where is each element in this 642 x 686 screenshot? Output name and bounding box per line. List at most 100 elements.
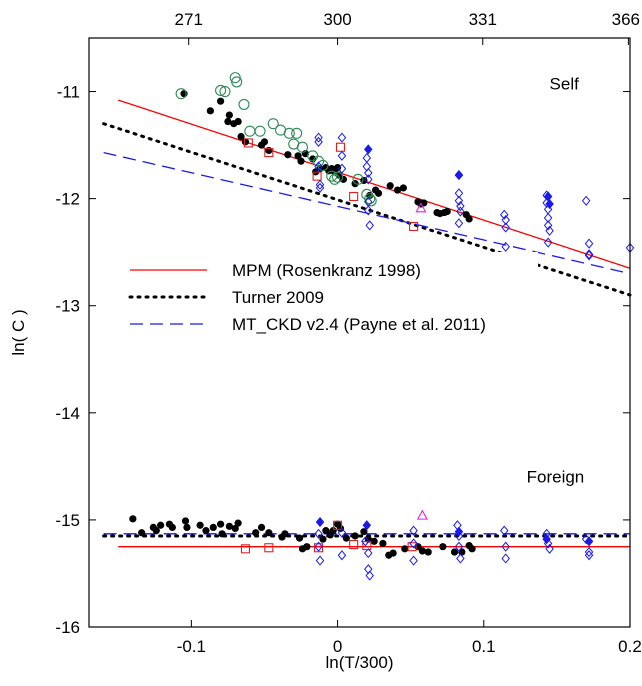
data-point-filled-circle-88 xyxy=(458,548,466,556)
data-point-open-diamond-14 xyxy=(364,205,373,216)
data-point-filled-circle-11 xyxy=(265,146,273,155)
data-point-filled-diamond-7 xyxy=(542,534,551,545)
data-point-open-square-11 xyxy=(362,541,372,551)
data-point-open-diamond-53 xyxy=(456,553,465,564)
data-point-open-diamond-47 xyxy=(409,525,418,536)
data-point-open-circle-10 xyxy=(283,127,295,139)
data-point-filled-diamond-8 xyxy=(584,536,594,547)
data-point-open-diamond-7 xyxy=(337,150,347,161)
axis-ticks: -0.1 0 0.1 0.2 -11 -12 -13 -14 -15 -16 271 300 331 36… xyxy=(55,10,641,656)
data-point-open-diamond-9 xyxy=(362,152,372,164)
data-point-filled-circle-10 xyxy=(260,138,269,146)
data-point-filled-circle-58 xyxy=(231,524,239,533)
data-point-filled-circle-61 xyxy=(257,523,266,532)
data-point-open-diamond-18 xyxy=(454,195,464,206)
data-point-open-diamond-17 xyxy=(454,188,464,199)
data-point-filled-circle-54 xyxy=(209,523,217,532)
data-point-open-diamond-3 xyxy=(315,179,325,190)
data-point-filled-circle-68 xyxy=(319,535,327,543)
data-point-filled-circle-49 xyxy=(168,523,176,532)
data-point-open-diamond-43 xyxy=(361,536,370,547)
y-tick-label: -16 xyxy=(55,618,80,637)
data-point-filled-circle-12 xyxy=(284,151,292,159)
top-tick-label: 331 xyxy=(469,10,497,29)
y-tick-label: -11 xyxy=(57,83,80,102)
data-point-open-circle-19 xyxy=(332,171,344,183)
data-point-open-circle-17 xyxy=(326,170,338,182)
data-point-open-circle-20 xyxy=(352,173,364,185)
y-tick-label: -12 xyxy=(55,190,80,209)
data-point-open-circle-7 xyxy=(254,125,266,137)
data-point-open-diamond-29 xyxy=(543,212,553,223)
y-tick-label: -13 xyxy=(55,297,80,316)
annotations: Self Foreign xyxy=(527,74,585,486)
data-point-open-diamond-1 xyxy=(314,136,323,147)
y-tick-label: -15 xyxy=(55,511,80,530)
data-point-open-square-5 xyxy=(409,221,419,232)
top-tick-label: 271 xyxy=(175,10,203,29)
data-point-open-diamond-39 xyxy=(314,541,323,552)
data-point-open-diamond-12 xyxy=(364,174,373,185)
data-point-open-circle-2 xyxy=(219,85,231,98)
data-point-open-circle-18 xyxy=(329,173,341,185)
data-point-open-circle-15 xyxy=(313,155,325,167)
data-point-open-square-2 xyxy=(312,171,322,181)
data-point-filled-circle-4 xyxy=(225,111,233,119)
data-point-filled-diamond-6 xyxy=(454,526,464,537)
data-point-filled-circle-79 xyxy=(379,539,387,548)
data-point-open-diamond-25 xyxy=(501,241,510,252)
data-point-filled-circle-46 xyxy=(152,527,160,535)
data-point-filled-circle-31 xyxy=(386,182,394,190)
data-point-open-diamond-22 xyxy=(500,209,509,220)
data-point-open-diamond-42 xyxy=(337,550,347,561)
data-point-filled-diamond-4 xyxy=(315,516,325,528)
y-tick-label: -14 xyxy=(55,404,80,423)
data-point-open-square-4 xyxy=(349,191,359,202)
data-point-open-circle-3 xyxy=(229,72,241,84)
data-point-filled-circle-76 xyxy=(360,528,368,536)
data-point-open-circle-12 xyxy=(291,127,303,139)
data-point-filled-circle-47 xyxy=(157,521,165,529)
data-point-filled-circle-65 xyxy=(295,534,304,542)
data-point-open-diamond-19 xyxy=(456,201,465,212)
x-tick-label: 0 xyxy=(333,637,342,656)
data-point-filled-circle-7 xyxy=(237,132,245,141)
data-point-open-square-9 xyxy=(333,520,343,530)
data-point-open-diamond-59 xyxy=(545,543,554,554)
data-point-open-circle-6 xyxy=(244,125,256,137)
data-point-open-diamond-33 xyxy=(581,195,591,206)
data-point-filled-circle-77 xyxy=(364,535,372,543)
data-point-filled-circle-85 xyxy=(424,548,432,556)
data-point-filled-circle-3 xyxy=(224,117,232,126)
data-point-open-circle-13 xyxy=(296,141,309,153)
data-point-open-diamond-23 xyxy=(501,214,510,226)
data-point-filled-circle-64 xyxy=(281,530,289,538)
data-point-open-diamond-36 xyxy=(584,250,594,261)
data-points xyxy=(129,72,635,581)
data-point-filled-circle-30 xyxy=(374,189,383,197)
data-point-filled-circle-33 xyxy=(399,184,407,192)
data-point-filled-circle-74 xyxy=(342,534,350,542)
data-point-open-diamond-24 xyxy=(501,222,510,233)
data-point-open-diamond-62 xyxy=(584,550,594,561)
top-tick-label: 366 xyxy=(612,10,640,29)
data-point-open-diamond-31 xyxy=(545,225,554,236)
data-point-filled-circle-42 xyxy=(465,215,473,223)
top-tick-label: 300 xyxy=(323,10,351,29)
data-point-open-diamond-51 xyxy=(454,530,464,542)
data-point-open-square-10 xyxy=(349,539,359,550)
x-tick-label: 0.2 xyxy=(618,637,642,656)
data-point-open-diamond-8 xyxy=(337,163,347,174)
data-point-filled-circle-8 xyxy=(241,138,250,146)
data-point-open-triangle-0 xyxy=(415,202,427,213)
data-point-open-diamond-44 xyxy=(364,548,373,559)
data-point-filled-circle-55 xyxy=(216,520,225,528)
data-point-open-circle-0 xyxy=(175,88,187,100)
data-point-filled-circle-53 xyxy=(202,527,210,535)
data-point-filled-diamond-3 xyxy=(545,198,554,210)
data-point-filled-circle-90 xyxy=(468,545,476,553)
legend: MPM (Rosenkranz 1998) Turner 2009 MT_CKD v… xyxy=(128,261,486,334)
data-point-filled-circle-82 xyxy=(401,545,409,553)
data-point-open-diamond-30 xyxy=(543,220,553,231)
